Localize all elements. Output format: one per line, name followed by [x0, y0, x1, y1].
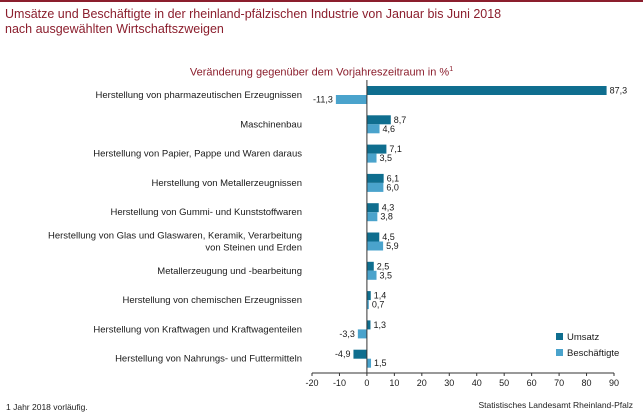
bar-umsatz [366, 320, 371, 330]
data-label-umsatz: 87,3 [610, 86, 628, 96]
bar-beschaeftigte [357, 329, 367, 339]
x-tick-label: 90 [609, 378, 619, 388]
x-tick-label: 40 [472, 378, 482, 388]
x-tick-label: 50 [499, 378, 509, 388]
bar-umsatz [366, 144, 387, 154]
category-label: Herstellung von Glas und Glaswaren, Kera… [48, 231, 302, 242]
legend-label-umsatz: Umsatz [567, 332, 599, 343]
x-tick-label: -20 [305, 378, 318, 388]
subtitle-text: Veränderung gegenüber dem Vorjahreszeitr… [189, 66, 450, 79]
subtitle-footnote-mark: 1 [449, 66, 454, 73]
data-label-umsatz: 6,1 [387, 173, 400, 183]
data-label-umsatz: 7,1 [389, 144, 402, 154]
bar-beschaeftigte [366, 358, 372, 368]
legend-swatch-umsatz [556, 333, 563, 340]
category-label: Herstellung von Kraftwagen und Kraftwage… [93, 324, 302, 335]
bar-umsatz [366, 115, 391, 125]
bar-umsatz [366, 291, 371, 301]
data-label-beschaeftigte: 3,5 [380, 270, 393, 280]
category-label: Herstellung von Gummi- und Kunststoffwar… [111, 207, 303, 218]
x-tick-label: 0 [364, 378, 369, 388]
chart-title-line-1: Umsätze und Beschäftigte in der rheinlan… [5, 7, 502, 21]
data-label-umsatz: -4,9 [335, 349, 351, 359]
bar-beschaeftigte [366, 212, 378, 222]
category-label: Metallerzeugung und -bearbeitung [157, 266, 302, 277]
category-label: von Steinen und Erden [205, 243, 302, 254]
source-note: Statistisches Landesamt Rheinland-Pfalz [478, 400, 634, 410]
data-label-beschaeftigte: -11,3 [313, 95, 333, 105]
x-tick-label: -10 [333, 378, 346, 388]
bar-umsatz [366, 203, 379, 213]
data-label-umsatz: 4,5 [382, 232, 395, 242]
category-label: Herstellung von Metallerzeugnissen [152, 178, 303, 189]
x-tick-label: 60 [527, 378, 537, 388]
data-label-umsatz: 1,3 [373, 320, 386, 330]
data-label-beschaeftigte: 0,7 [372, 300, 385, 310]
bar-umsatz [366, 261, 374, 271]
data-label-umsatz: 1,4 [374, 291, 387, 301]
category-label: Herstellung von Nahrungs- und Futtermitt… [115, 354, 302, 365]
bar-umsatz [366, 86, 607, 95]
bar-beschaeftigte [335, 95, 367, 104]
x-tick-label: 10 [389, 378, 399, 388]
legend-swatch-beschaeftigte [556, 349, 563, 356]
category-label: Herstellung von pharmazeutischen Erzeugn… [96, 90, 302, 101]
bar-beschaeftigte [366, 124, 380, 134]
data-label-beschaeftigte: -3,3 [339, 329, 355, 339]
data-label-beschaeftigte: 5,9 [386, 241, 399, 251]
bar-beschaeftigte [366, 300, 369, 310]
bar-umsatz [366, 232, 380, 242]
top-accent-line [0, 0, 643, 2]
data-label-umsatz: 8,7 [394, 115, 407, 125]
data-label-beschaeftigte: 3,5 [380, 153, 393, 163]
bar-beschaeftigte [366, 241, 384, 251]
chart-title-line-2: nach ausgewählten Wirtschaftszweigen [5, 22, 224, 36]
bar-beschaeftigte [366, 270, 377, 280]
data-label-umsatz: 4,3 [382, 203, 395, 213]
data-label-beschaeftigte: 1,5 [374, 358, 387, 368]
footnote: 1 Jahr 2018 vorläufig. [6, 402, 88, 412]
x-tick-label: 80 [582, 378, 592, 388]
data-label-beschaeftigte: 6,0 [386, 182, 399, 192]
category-label: Maschinenbau [240, 119, 302, 130]
data-label-beschaeftigte: 3,8 [380, 212, 393, 222]
x-tick-label: 30 [444, 378, 454, 388]
chart-subtitle: Veränderung gegenüber dem Vorjahreszeitr… [0, 66, 643, 79]
data-label-beschaeftigte: 4,6 [383, 124, 396, 134]
category-label: Herstellung von Papier, Pappe und Waren … [93, 149, 302, 160]
bar-umsatz [366, 173, 384, 183]
legend-label-beschaeftigte: Beschäftigte [567, 348, 619, 359]
bar-beschaeftigte [366, 182, 384, 192]
category-label: Herstellung von chemischen Erzeugnissen [122, 295, 302, 306]
x-tick-label: 20 [417, 378, 427, 388]
chart-title: Umsätze und Beschäftigte in der rheinlan… [5, 7, 625, 37]
bar-umsatz [353, 349, 367, 359]
data-label-umsatz: 2,5 [377, 261, 390, 271]
bar-beschaeftigte [366, 153, 377, 163]
x-tick-label: 70 [554, 378, 564, 388]
